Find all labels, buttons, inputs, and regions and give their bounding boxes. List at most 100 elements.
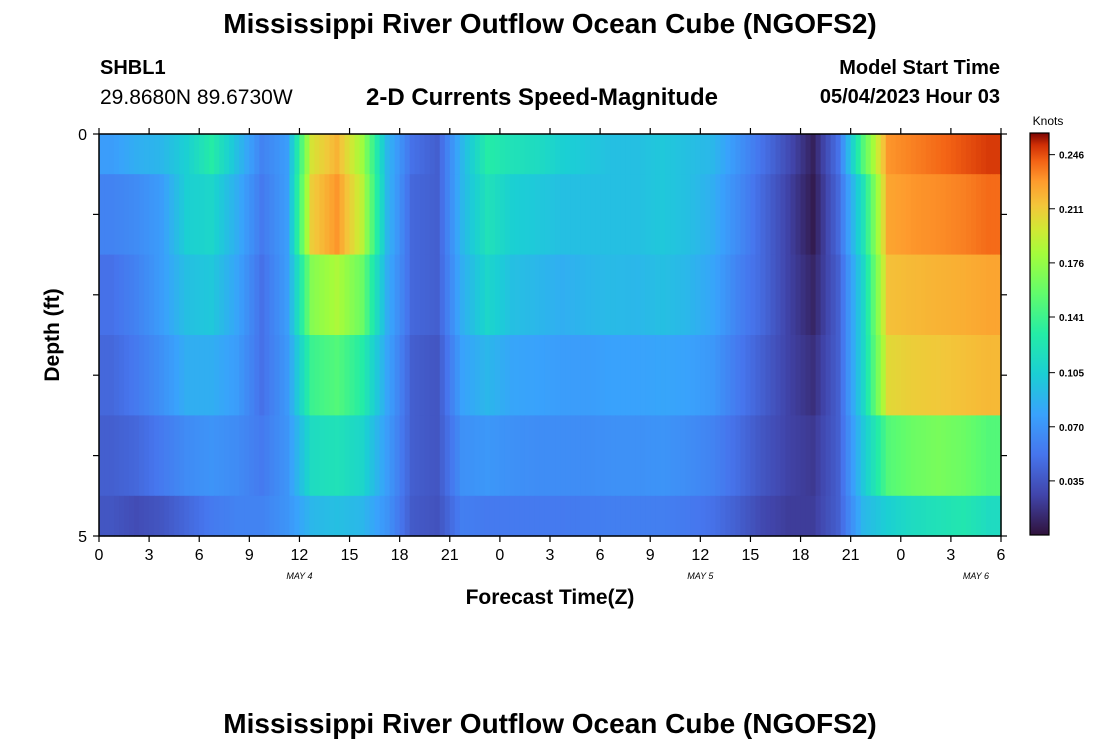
heatmap-cell	[720, 134, 726, 175]
heatmap-cell	[910, 134, 917, 175]
heatmap-cell	[299, 254, 306, 336]
heatmap-cell	[244, 335, 250, 416]
heatmap-cell	[635, 254, 641, 336]
heatmap-cell	[179, 495, 185, 537]
heatmap-cell	[795, 495, 802, 537]
heatmap-cell	[429, 415, 436, 497]
heatmap-cell	[595, 415, 601, 497]
heatmap-cell	[790, 254, 797, 336]
heatmap-cell	[660, 495, 666, 537]
heatmap-cell	[509, 134, 516, 175]
y-tick-label: 0	[78, 127, 87, 144]
heatmap-cell	[399, 415, 406, 497]
heatmap-cell	[630, 415, 636, 497]
heatmap-cell	[319, 335, 326, 416]
heatmap-cell	[244, 415, 250, 497]
heatmap-cell	[359, 335, 366, 416]
heatmap-cell	[895, 134, 902, 175]
heatmap-cell	[479, 495, 486, 537]
heatmap-cell	[484, 134, 491, 175]
heatmap-cell	[565, 254, 571, 336]
heatmap-cell	[104, 134, 110, 175]
date-label: MAY 5	[687, 571, 714, 581]
heatmap-cell	[199, 415, 205, 497]
heatmap-cell	[514, 495, 521, 537]
heatmap-cell	[810, 415, 817, 497]
heatmap-cell	[725, 335, 731, 416]
heatmap-cell	[930, 174, 937, 256]
heatmap-cell	[349, 495, 356, 537]
heatmap-cell	[775, 134, 782, 175]
heatmap-cell	[970, 254, 977, 336]
heatmap-cell	[670, 174, 676, 256]
heatmap-cell	[715, 495, 721, 537]
heatmap-cell	[234, 335, 240, 416]
heatmap-cell	[404, 174, 411, 256]
heatmap-cell	[660, 415, 666, 497]
heatmap-cell	[680, 254, 686, 336]
heatmap-cell	[529, 495, 536, 537]
heatmap-cell	[895, 174, 902, 256]
heatmap-cell	[555, 174, 561, 256]
heatmap-cell	[805, 335, 812, 416]
heatmap-cell	[735, 174, 742, 256]
x-tick-label: 21	[441, 547, 459, 564]
heatmap-cell	[700, 495, 706, 537]
heatmap-cell	[640, 415, 646, 497]
heatmap-cell	[705, 134, 711, 175]
heatmap-cell	[880, 174, 887, 256]
heatmap-cell	[765, 415, 772, 497]
heatmap-cell	[800, 335, 807, 416]
heatmap-cell	[980, 254, 987, 336]
heatmap-cell	[580, 415, 586, 497]
heatmap-cell	[620, 134, 626, 175]
heatmap-cell	[484, 254, 491, 336]
heatmap-cell	[349, 134, 356, 175]
heatmap-cell	[489, 254, 496, 336]
heatmap-cell	[570, 134, 576, 175]
heatmap-cell	[369, 495, 376, 537]
heatmap-cell	[885, 134, 892, 175]
heatmap-cell	[855, 415, 862, 497]
heatmap-cell	[835, 495, 842, 537]
heatmap-cell	[830, 174, 837, 256]
heatmap-cell	[755, 495, 762, 537]
heatmap-cell	[555, 335, 561, 416]
heatmap-cell	[494, 174, 501, 256]
heatmap-cell	[279, 174, 286, 256]
heatmap-cell	[239, 174, 245, 256]
heatmap-cell	[309, 134, 316, 175]
heatmap-cell	[675, 134, 681, 175]
heatmap-cell	[459, 495, 466, 537]
heatmap-cell	[725, 495, 731, 537]
heatmap-cell	[424, 134, 431, 175]
heatmap-cell	[329, 134, 336, 175]
heatmap-cell	[595, 134, 601, 175]
heatmap-cell	[164, 254, 170, 336]
heatmap-cell	[775, 174, 782, 256]
heatmap-cell	[414, 254, 421, 336]
heatmap-cell	[454, 254, 461, 336]
heatmap-cell	[835, 134, 842, 175]
heatmap-cell	[950, 254, 957, 336]
heatmap-cell	[259, 415, 265, 497]
heatmap-cell	[740, 174, 747, 256]
heatmap-cell	[214, 254, 220, 336]
heatmap-cell	[885, 174, 892, 256]
heatmap-cell	[855, 254, 862, 336]
heatmap-cell	[590, 415, 596, 497]
heatmap-cell	[560, 254, 566, 336]
heatmap-cell	[640, 174, 646, 256]
heatmap-cell	[434, 495, 441, 537]
heatmap-cell	[640, 134, 646, 175]
heatmap-cell	[324, 174, 331, 256]
heatmap-cell	[519, 134, 526, 175]
heatmap-cell	[740, 415, 747, 497]
colorbar-tick-label: 0.211	[1059, 205, 1084, 216]
heatmap-cell	[364, 495, 371, 537]
heatmap-cell	[870, 134, 877, 175]
heatmap-cell	[890, 335, 897, 416]
heatmap-cell	[880, 415, 887, 497]
heatmap-cell	[114, 134, 120, 175]
heatmap-cell	[950, 174, 957, 256]
